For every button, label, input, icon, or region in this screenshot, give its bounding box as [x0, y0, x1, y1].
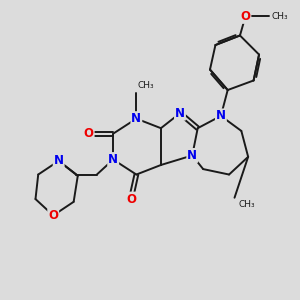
Text: N: N — [108, 153, 118, 166]
Text: O: O — [84, 127, 94, 140]
Text: CH₃: CH₃ — [238, 200, 255, 209]
Text: N: N — [216, 110, 226, 122]
Text: N: N — [131, 112, 141, 125]
Text: O: O — [126, 193, 136, 206]
Text: N: N — [175, 107, 185, 120]
Text: CH₃: CH₃ — [138, 81, 154, 90]
Text: O: O — [48, 209, 58, 222]
Text: N: N — [54, 154, 64, 167]
Text: CH₃: CH₃ — [271, 12, 288, 21]
Text: O: O — [240, 10, 250, 23]
Text: N: N — [187, 149, 197, 162]
